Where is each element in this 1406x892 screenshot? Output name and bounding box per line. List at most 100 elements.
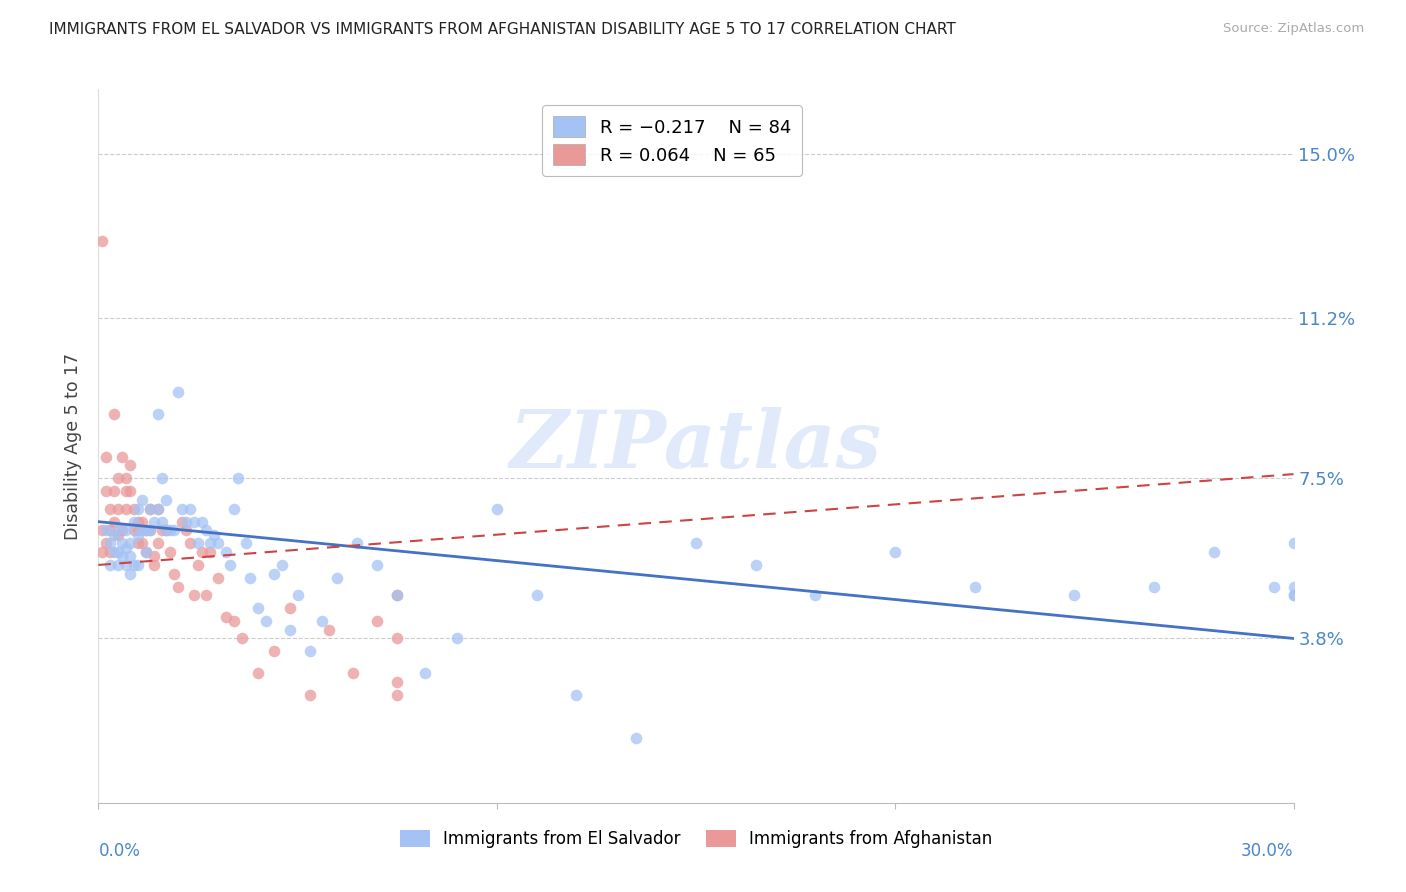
Point [96, 536, 118, 550]
Point [135, 545, 157, 559]
Point [287, 588, 309, 602]
Point [155, 524, 177, 538]
Point [127, 501, 149, 516]
Point [342, 666, 364, 681]
Point [135, 524, 157, 538]
Text: 30.0%: 30.0% [1241, 842, 1294, 860]
Point [143, 515, 166, 529]
Point [163, 524, 186, 538]
Point [1063, 588, 1085, 602]
Point [174, 524, 197, 538]
Point [127, 536, 149, 550]
Point [115, 558, 138, 572]
Point [98, 524, 122, 538]
Point [148, 501, 170, 516]
Point [1282, 588, 1305, 602]
Point [626, 731, 648, 745]
Point [163, 566, 186, 581]
Point [207, 571, 229, 585]
Point [172, 501, 194, 516]
Point [115, 524, 138, 538]
Point [135, 545, 157, 559]
Point [103, 515, 125, 529]
Point [215, 610, 238, 624]
Point [263, 566, 285, 581]
Point [1282, 588, 1305, 602]
Point [183, 515, 205, 529]
Point [270, 558, 292, 572]
Point [111, 536, 134, 550]
Point [120, 536, 142, 550]
Point [124, 524, 146, 538]
Point [120, 484, 142, 499]
Point [207, 536, 229, 550]
Point [745, 558, 768, 572]
Point [235, 536, 257, 550]
Point [385, 588, 409, 602]
Point [127, 524, 149, 538]
Point [187, 558, 209, 572]
Point [155, 493, 177, 508]
Point [115, 484, 138, 499]
Point [485, 501, 508, 516]
Point [124, 558, 146, 572]
Point [311, 614, 333, 628]
Point [246, 666, 269, 681]
Point [103, 527, 125, 541]
Point [346, 536, 368, 550]
Point [191, 545, 214, 559]
Text: IMMIGRANTS FROM EL SALVADOR VS IMMIGRANTS FROM AFGHANISTAN DISABILITY AGE 5 TO 1: IMMIGRANTS FROM EL SALVADOR VS IMMIGRANT… [49, 22, 956, 37]
Point [115, 471, 138, 485]
Point [131, 524, 153, 538]
Point [179, 501, 201, 516]
Point [107, 527, 129, 541]
Point [148, 407, 170, 421]
Point [198, 536, 221, 550]
Point [107, 501, 129, 516]
Point [103, 407, 125, 421]
Point [103, 545, 125, 559]
Point [222, 614, 245, 628]
Point [143, 549, 166, 564]
Point [120, 549, 142, 564]
Point [804, 588, 827, 602]
Point [195, 524, 218, 538]
Point [167, 580, 190, 594]
Point [219, 558, 242, 572]
Point [96, 450, 118, 464]
Point [183, 588, 205, 602]
Point [111, 549, 134, 564]
Point [385, 632, 409, 646]
Point [1282, 536, 1305, 550]
Point [413, 666, 436, 681]
Point [565, 688, 588, 702]
Point [124, 501, 146, 516]
Point [98, 536, 122, 550]
Point [103, 484, 125, 499]
Point [366, 558, 388, 572]
Point [127, 515, 149, 529]
Point [278, 623, 301, 637]
Point [131, 493, 153, 508]
Point [96, 524, 118, 538]
Point [98, 545, 122, 559]
Point [167, 384, 190, 399]
Point [107, 545, 129, 559]
Point [91, 545, 114, 559]
Point [159, 545, 181, 559]
Point [526, 588, 548, 602]
Point [139, 524, 162, 538]
Point [246, 601, 269, 615]
Point [148, 501, 170, 516]
Point [446, 632, 468, 646]
Point [131, 536, 153, 550]
Point [107, 558, 129, 572]
Point [222, 501, 245, 516]
Point [159, 524, 181, 538]
Point [179, 536, 201, 550]
Point [143, 558, 166, 572]
Point [139, 524, 162, 538]
Y-axis label: Disability Age 5 to 17: Disability Age 5 to 17 [65, 352, 83, 540]
Point [115, 501, 138, 516]
Point [318, 623, 340, 637]
